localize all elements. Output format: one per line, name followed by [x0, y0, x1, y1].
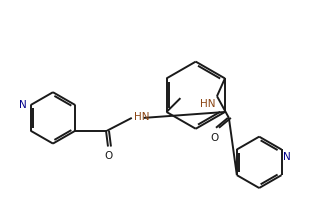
Text: O: O	[210, 133, 218, 143]
Text: N: N	[284, 152, 291, 162]
Text: HN: HN	[200, 99, 216, 109]
Text: O: O	[105, 152, 113, 161]
Text: HN: HN	[134, 112, 149, 122]
Text: N: N	[19, 100, 27, 110]
